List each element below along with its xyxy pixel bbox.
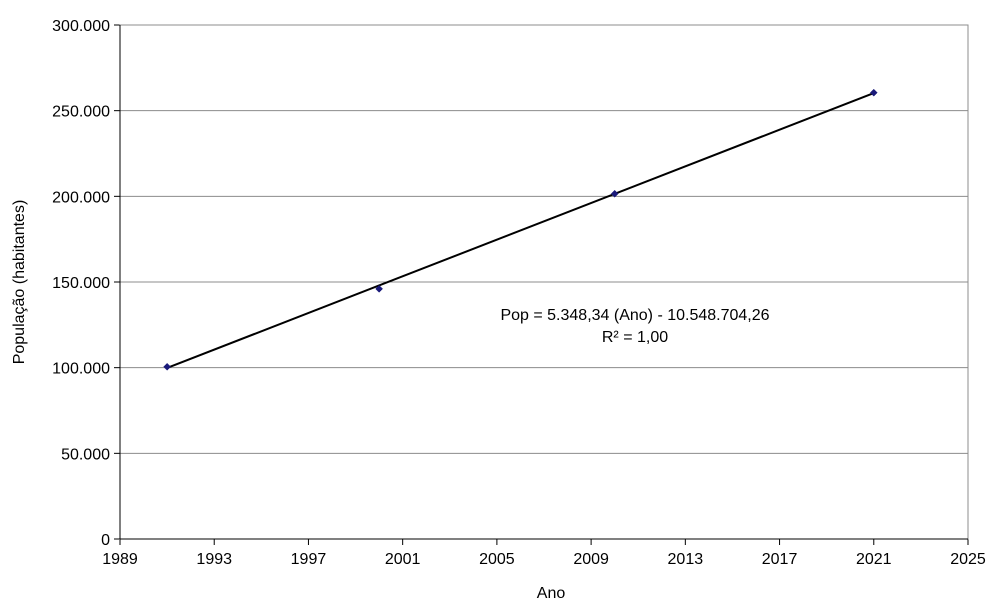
x-tick-label: 2005 — [479, 551, 515, 568]
y-tick-label: 50.000 — [61, 446, 110, 463]
y-tick-label: 100.000 — [52, 361, 110, 378]
x-tick-label: 2017 — [762, 551, 798, 568]
x-axis-title: Ano — [537, 585, 566, 602]
data-point — [163, 362, 171, 371]
x-tick-label: 2013 — [668, 551, 704, 568]
data-point — [869, 88, 878, 97]
data-point — [375, 284, 383, 293]
x-tick-label: 2025 — [950, 551, 986, 568]
trendline-layer — [166, 92, 875, 369]
x-tick-label: 1993 — [196, 551, 232, 568]
data-points — [163, 88, 878, 371]
y-tick-label: 250.000 — [52, 104, 110, 121]
r-squared-annotation: R² = 1,00 — [602, 329, 668, 346]
y-tick-label: 150.000 — [52, 275, 110, 292]
x-tick-label: 2021 — [856, 551, 892, 568]
y-tick-label: 300.000 — [52, 18, 110, 35]
data-point — [610, 189, 619, 198]
gridlines — [120, 24, 968, 454]
trendline — [166, 92, 875, 369]
y-tick-label: 0 — [101, 532, 110, 549]
equation-annotation: Pop = 5.348,34 (Ano) - 10.548.704,26 — [500, 307, 769, 324]
axes — [114, 24, 969, 545]
x-tick-label: 1989 — [102, 551, 138, 568]
y-axis-title: População (habitantes) — [11, 200, 28, 365]
tick-labels: 0 50.000 100.000 150.000 200.000 250.000 300.0… — [52, 18, 986, 568]
y-tick-label: 200.000 — [52, 189, 110, 206]
x-tick-label: 1997 — [291, 551, 327, 568]
x-tick-label: 2009 — [573, 551, 609, 568]
x-tick-label: 2001 — [385, 551, 421, 568]
